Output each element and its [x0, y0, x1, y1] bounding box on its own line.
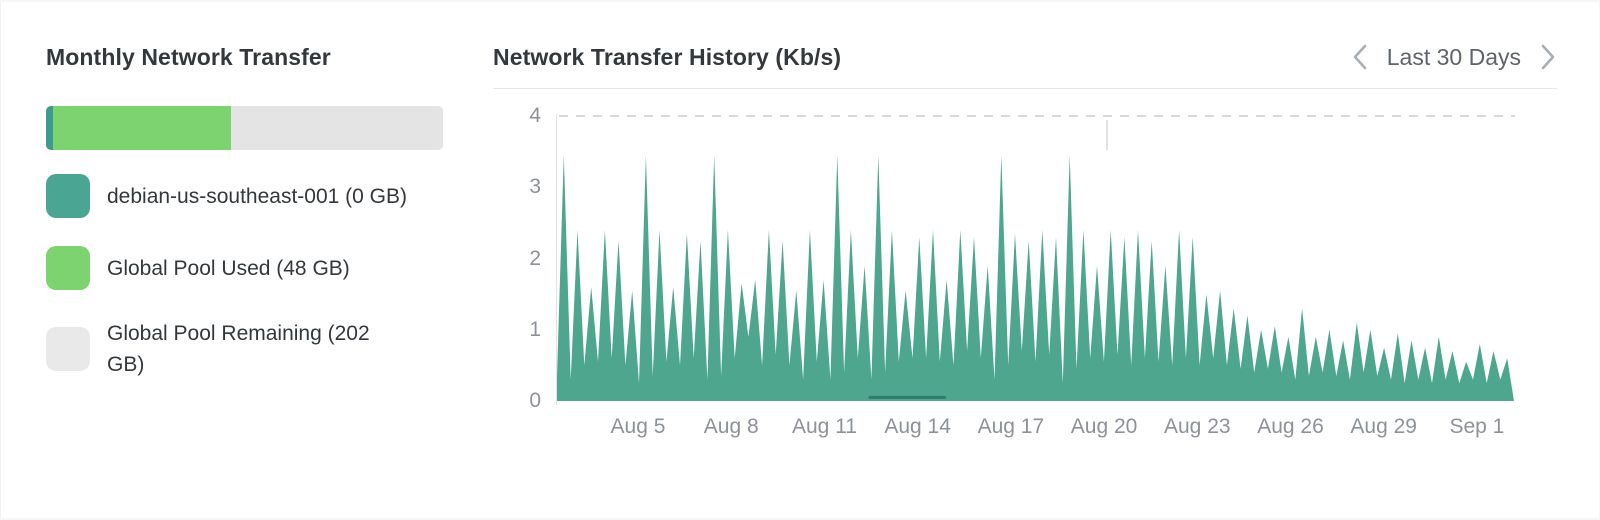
network-transfer-history-chart[interactable]: 4 3 2 1 0: [529, 104, 1515, 412]
x-tick-label: Aug 14: [884, 415, 951, 438]
usage-segment-debian-us-southeast-001: [46, 106, 54, 150]
x-tick-label: Sep 1: [1449, 415, 1505, 438]
legend-item: debian-us-southeast-001 (0 GB): [46, 174, 448, 218]
legend-label: Global Pool Used (48 GB): [107, 256, 350, 280]
x-tick-label: Aug 20: [1070, 415, 1138, 438]
date-range-label: Last 30 Days: [1386, 43, 1521, 70]
legend-label: Global Pool Remaining (202 GB): [107, 322, 370, 376]
area-series: [557, 155, 1514, 401]
chart-header: Network Transfer History (Kb/s) Last 30 …: [493, 42, 1557, 72]
network-transfer-usage-bar: [46, 106, 443, 150]
gridline-top-dashed: [559, 115, 1515, 117]
chevron-right-icon[interactable]: [1540, 43, 1557, 71]
cursor-tick-mark: [1106, 120, 1109, 150]
y-tick-label: 0: [529, 389, 541, 412]
usage-segment-global-pool-used: [53, 106, 231, 150]
legend-swatch-icon: [46, 174, 90, 218]
x-tick-label: Aug 17: [977, 415, 1045, 438]
x-tick-label: Aug 5: [610, 415, 666, 438]
monthly-network-transfer-title: Monthly Network Transfer: [46, 44, 331, 70]
legend-item: Global Pool Remaining (202 GB): [46, 318, 448, 380]
network-transfer-history-panel: Network Transfer History (Kb/s) Last 30 …: [493, 42, 1557, 445]
x-tick-label: Aug 29: [1350, 415, 1417, 438]
legend-label: debian-us-southeast-001 (0 GB): [107, 184, 407, 208]
legend-swatch-icon: [46, 246, 90, 290]
x-tick-label: Aug 8: [703, 415, 759, 438]
y-tick-label: 3: [529, 175, 541, 199]
y-tick-label: 1: [529, 317, 541, 341]
y-axis-line: [556, 114, 557, 405]
transfer-legend: debian-us-southeast-001 (0 GB) Global Poo…: [46, 174, 448, 380]
legend-swatch-icon: [46, 327, 90, 371]
header-divider: [493, 88, 1557, 89]
monthly-network-transfer-panel: Monthly Network Transfer debian-us-south…: [46, 42, 448, 380]
chevron-left-icon[interactable]: [1351, 43, 1368, 71]
y-tick-label: 2: [529, 246, 541, 270]
network-transfer-history-title: Network Transfer History (Kb/s): [493, 44, 842, 70]
usage-segment-global-pool-remaining: [230, 106, 443, 150]
x-tick-label: Aug 23: [1164, 415, 1231, 438]
date-range-pager: Last 30 Days: [1351, 43, 1557, 71]
y-tick-label: 4: [529, 104, 541, 127]
x-tick-label: Aug 26: [1257, 415, 1324, 438]
x-tick-label: Aug 11: [791, 415, 857, 438]
traffic-area-shape: [557, 155, 1514, 401]
x-axis-ticks: Aug 5 Aug 8 Aug 11 Aug 14 Aug 17 Aug 20 Aug 23…: [556, 415, 1513, 445]
legend-item: Global Pool Used (48 GB): [46, 246, 448, 290]
